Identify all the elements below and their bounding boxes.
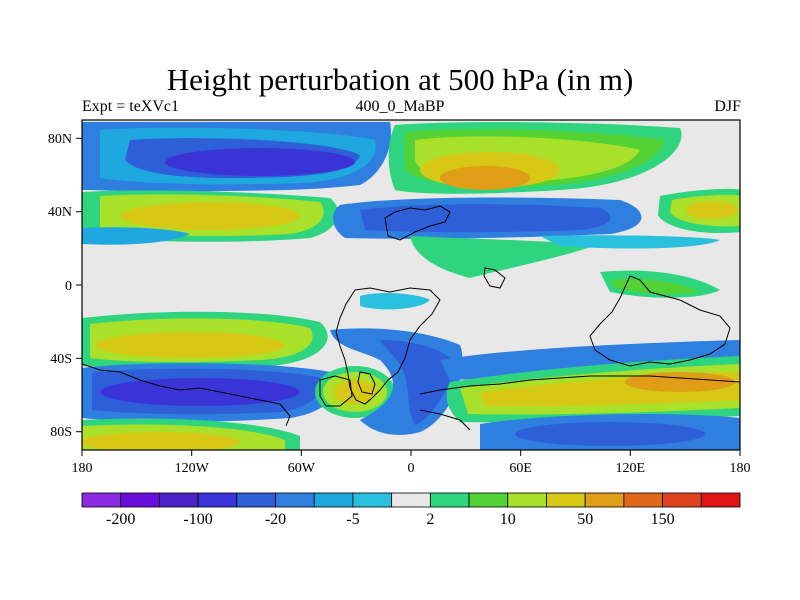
lat-label: 40S [50, 352, 72, 367]
colorbar-label: 10 [500, 511, 516, 528]
colorbar-labels: -200 -100 -20 -5 2 10 50 150 [106, 511, 675, 528]
lat-axis: 80N 40N 0 40S 80S [48, 132, 82, 440]
field-sh-central-low [330, 328, 740, 435]
lon-label: 120W [175, 461, 210, 476]
figure-title: Height perturbation at 500 hPa (in m) [166, 62, 634, 97]
colorbar-box [584, 492, 625, 508]
map-panel [82, 120, 740, 450]
lon-label: 60E [509, 461, 532, 476]
field-sh-polar-east-low [480, 414, 740, 450]
field-nh-pacific-high [658, 188, 740, 234]
colorbar-label: -5 [346, 511, 359, 528]
colorbar-box [662, 492, 702, 508]
lat-label: 0 [65, 279, 72, 294]
season-label: DJF [714, 98, 741, 115]
field-sh-west-high [82, 311, 328, 369]
lon-label: 60W [288, 461, 316, 476]
lat-label: 40N [48, 205, 72, 220]
field-nh-west-low [82, 122, 391, 192]
colorbar-label: -100 [183, 511, 212, 528]
field-sh-east-high [446, 356, 740, 423]
field-sh-atlantic-high [315, 366, 395, 418]
colorbar-box [275, 492, 315, 508]
lat-label: 80S [50, 425, 72, 440]
colorbar-box [197, 492, 238, 508]
lon-label: 0 [408, 461, 415, 476]
colorbar-label: 50 [577, 511, 593, 528]
period-label: 400_0_MaBP [355, 98, 445, 115]
colorbar-box [623, 492, 663, 508]
experiment-label: Expt = teXVc1 [82, 98, 179, 115]
lon-label: 120E [616, 461, 646, 476]
field-sh-west-low [82, 363, 336, 422]
lat-label: 80N [48, 132, 72, 147]
colorbar-box [546, 492, 586, 508]
colorbar-box [313, 492, 354, 508]
colorbar-box [429, 492, 470, 508]
lon-label: 180 [730, 461, 751, 476]
colorbar-box [352, 492, 393, 508]
colorbar-label: 150 [651, 511, 675, 528]
coastlines [82, 205, 740, 431]
colorbar-label: -20 [265, 511, 286, 528]
colorbar: -200 -100 -20 -5 2 10 50 150 [81, 492, 741, 528]
field-tropics [360, 235, 720, 310]
colorbar-box [700, 492, 741, 508]
colorbar-boxes [81, 492, 741, 508]
colorbar-label: 2 [426, 511, 434, 528]
colorbar-box [159, 492, 199, 508]
field-sh-polar-west-high [82, 418, 300, 450]
colorbar-box [391, 492, 431, 508]
colorbar-box [81, 492, 122, 508]
colorbar-box [236, 492, 276, 508]
lon-label: 180 [72, 461, 93, 476]
lon-axis: 180 120W 60W 0 60E 120E 180 [72, 450, 751, 476]
colorbar-label: -200 [106, 511, 135, 528]
colorbar-box [468, 492, 509, 508]
colorbar-box [120, 492, 160, 508]
colorbar-box [507, 492, 547, 508]
field-nh-east-high [388, 122, 682, 194]
